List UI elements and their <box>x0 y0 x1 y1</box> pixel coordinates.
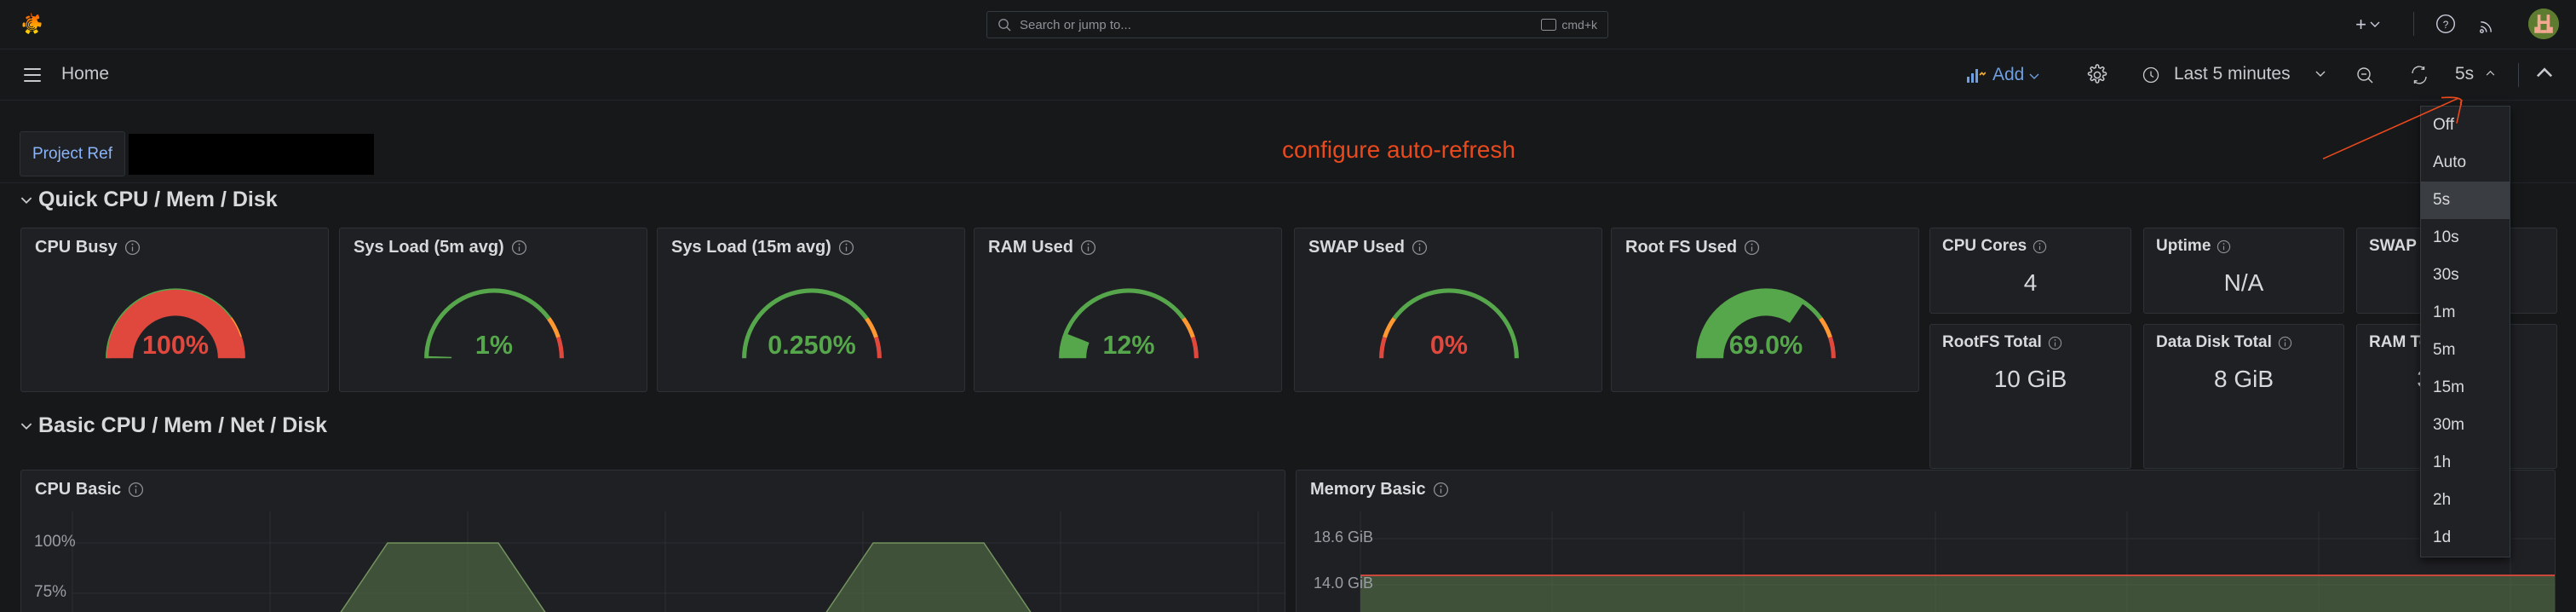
svg-text:12%: 12% <box>1102 331 1154 360</box>
svg-text:75%: 75% <box>34 583 66 601</box>
svg-text:100%: 100% <box>142 331 209 360</box>
svg-text:14.0 GiB: 14.0 GiB <box>1314 574 1373 592</box>
svg-text:18.6 GiB: 18.6 GiB <box>1314 528 1373 546</box>
svg-text:1%: 1% <box>475 331 513 360</box>
svg-text:?: ? <box>2443 19 2449 31</box>
svg-text:100%: 100% <box>34 533 76 551</box>
svg-text:0.250%: 0.250% <box>768 331 856 360</box>
svg-text:69.0%: 69.0% <box>1729 331 1803 360</box>
svg-text:0%: 0% <box>1430 331 1468 360</box>
